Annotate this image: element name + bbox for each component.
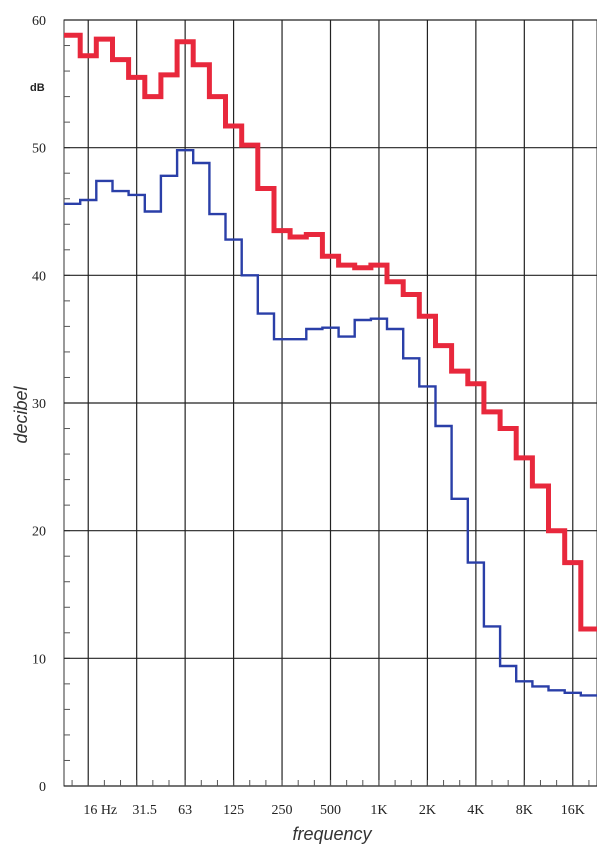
x-tick-label: 125 [223, 803, 244, 818]
x-tick-label: 16K [561, 803, 585, 818]
y-tick-label: 50 [32, 142, 46, 157]
y-tick-labels: 0 10 20 30 40 50 60 [32, 14, 46, 795]
unit-label: dB [30, 82, 45, 94]
x-tick-label: 500 [320, 803, 341, 818]
x-tick-label: 1K [370, 803, 387, 818]
x-tick-label: 63 [178, 803, 192, 818]
series-group [64, 32, 597, 697]
y-tick-label: 40 [32, 269, 46, 284]
grid [63, 19, 597, 787]
x-tick-label: 4K [467, 803, 484, 818]
x-tick-label: 2K [419, 803, 436, 818]
x-axis-title: frequency [292, 824, 372, 844]
x-tick-labels: 16 Hz 31.5 63 125 250 500 1K 2K 4K 8K 16K [83, 803, 585, 818]
y-tick-label: 0 [39, 780, 46, 795]
x-tick-label: 16 Hz [83, 803, 117, 818]
y-tick-label: 20 [32, 525, 46, 540]
series-1-line [64, 32, 597, 632]
y-tick-label: 60 [32, 14, 46, 29]
y-tick-label: 10 [32, 652, 46, 667]
y-axis-title: decibel [11, 385, 31, 443]
x-tick-label: 8K [516, 803, 533, 818]
series-2-line [64, 149, 597, 697]
y-tick-label: 30 [32, 397, 46, 412]
x-tick-label: 250 [272, 803, 293, 818]
x-tick-label: 31.5 [132, 803, 157, 818]
